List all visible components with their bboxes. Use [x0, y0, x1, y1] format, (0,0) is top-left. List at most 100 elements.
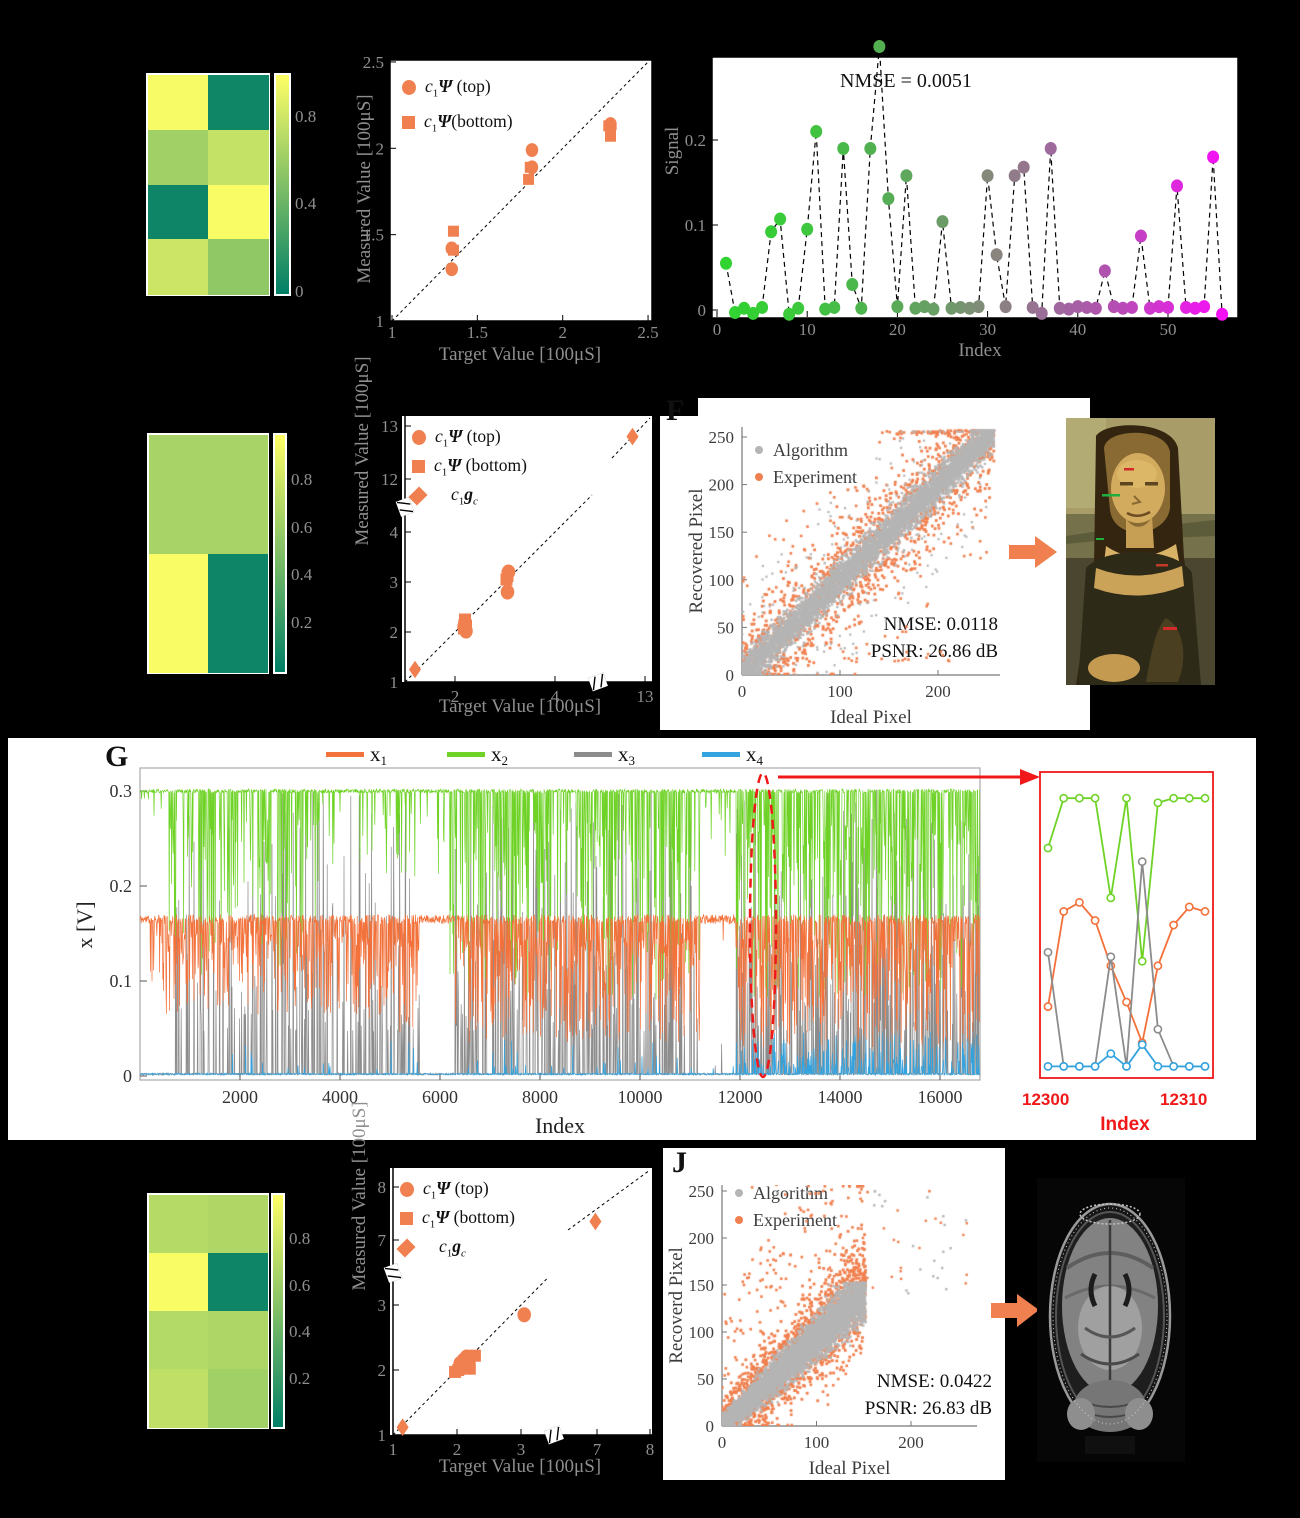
tick-label: 8 [378, 1178, 387, 1197]
heatmap-A [146, 73, 270, 296]
brain-mri-image [1037, 1178, 1185, 1462]
inset-point [1184, 793, 1194, 803]
tick-label: 0 [706, 1417, 715, 1436]
signal-point [729, 306, 742, 320]
heatmap-cell [208, 1195, 268, 1254]
inset-point [1090, 1061, 1100, 1071]
heatmap-cell [148, 129, 209, 185]
inset-point [1153, 961, 1163, 971]
tick-label: 2.5 [637, 323, 658, 342]
tick-label: 2 [451, 687, 460, 706]
inset-point [1090, 793, 1100, 803]
inset-point [1043, 947, 1053, 957]
tick-label: 50 [717, 618, 734, 637]
axis-label-x: Ideal Pixel [830, 707, 912, 728]
signal-point [1180, 300, 1193, 314]
legend-item-I-3: c1gc [396, 1236, 466, 1260]
tick-label: 100 [804, 1433, 830, 1452]
inset-box [1039, 771, 1214, 1079]
circle-marker-icon [412, 430, 426, 446]
signal-point [846, 278, 859, 291]
heatmap-cell [208, 1253, 268, 1312]
tick-label: 12 [381, 470, 398, 489]
tick-label: 200 [925, 682, 951, 701]
tick-label: 0.1 [110, 971, 133, 991]
inset-point [1075, 897, 1084, 907]
tick-label: 2000 [222, 1087, 258, 1107]
tick-label: 250 [689, 1182, 715, 1201]
axis-label-y-I: Measured Value [100μS] [349, 1101, 370, 1291]
inset-point [1122, 997, 1131, 1007]
signal-point [936, 215, 949, 229]
tick-label: 7 [593, 1440, 602, 1459]
tick-label: 12000 [718, 1087, 763, 1107]
inset-point [1184, 902, 1194, 912]
signal-point [909, 301, 922, 315]
signal-point [1026, 300, 1039, 314]
tick-label: 100 [827, 682, 853, 701]
tick-label: 1 [376, 312, 385, 331]
inset-point [1137, 1040, 1147, 1050]
tick-label: 50 [697, 1370, 714, 1389]
inset-point [1106, 952, 1116, 962]
inset-point [1169, 1061, 1178, 1071]
signal-point [738, 301, 751, 315]
inset-point [1153, 798, 1163, 808]
inset-point [1059, 1061, 1069, 1071]
signal-point [1107, 300, 1120, 314]
signal-point [963, 301, 976, 315]
heatmap-cell [208, 1369, 268, 1428]
tick-label: 6000 [422, 1087, 458, 1107]
signal-point [828, 300, 841, 314]
axis-label-y: Recovered Pixel [686, 488, 707, 613]
legend-line-sample [574, 752, 612, 757]
heatmap-cell [208, 239, 269, 295]
heatmap-cell [148, 239, 209, 295]
tick-label: 1 [389, 1440, 398, 1459]
axis-label-y: Recoverd Pixel [666, 1247, 687, 1364]
inset-point [1153, 1061, 1163, 1071]
heatmap-cell [149, 1195, 209, 1254]
series-path [140, 1031, 980, 1077]
inset-point [1059, 907, 1069, 916]
identity-line [391, 61, 649, 322]
signal-point [1053, 301, 1066, 315]
signal-point [774, 212, 787, 226]
signal-point [1198, 300, 1211, 314]
signal-point [819, 302, 832, 316]
legend-item-E-2: c1Ψ (bottom) [412, 455, 527, 479]
panel-label-G: G [105, 740, 129, 773]
tick-label: 3 [378, 1296, 387, 1315]
heatmap-cell [149, 1253, 209, 1312]
signal-point [1189, 301, 1202, 315]
signal-point [1125, 300, 1138, 314]
signal-point [810, 125, 823, 138]
tick-label: 200 [709, 476, 735, 495]
tick-label: 8000 [522, 1087, 558, 1107]
signal-point [891, 300, 904, 314]
colorbar-tick-label: 0.2 [291, 612, 313, 632]
tick-label: 4000 [322, 1087, 358, 1107]
tick-label: 0.2 [110, 876, 133, 896]
tick-label: 10 [799, 320, 816, 339]
axis-label-x-E: Target Value [100μS] [438, 696, 602, 717]
heatmap-D [147, 433, 269, 674]
tick-label: 200 [689, 1229, 715, 1248]
axis-label-y-C: Signal [662, 126, 683, 176]
panel-label-F: F [666, 394, 685, 427]
colorbar-tick-label: 0.6 [289, 1275, 311, 1295]
heatmap-cell [148, 184, 209, 240]
square-marker-icon [412, 460, 425, 474]
legend-item-I-2: c1Ψ (bottom) [400, 1207, 515, 1231]
colorbar-A [274, 73, 291, 296]
tick-label: 2.5 [363, 53, 384, 72]
inset-point [1122, 1061, 1131, 1071]
tick-label: 2 [376, 139, 385, 158]
colorbar-tick-label: 0.4 [291, 565, 313, 585]
inset-point [1090, 916, 1100, 925]
right-arrow-icon [991, 1294, 1039, 1327]
signal-point [1080, 300, 1093, 314]
tick-label: 1 [390, 673, 399, 692]
colorbar-H [271, 1193, 285, 1429]
